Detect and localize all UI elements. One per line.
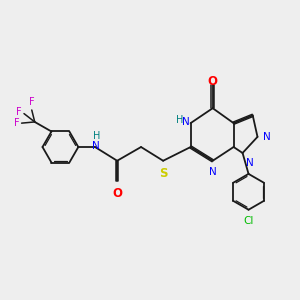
Text: H: H xyxy=(93,131,100,141)
Text: N: N xyxy=(209,167,217,177)
Text: O: O xyxy=(112,187,122,200)
Text: Cl: Cl xyxy=(243,216,254,226)
Text: O: O xyxy=(208,75,218,88)
Text: S: S xyxy=(159,167,167,180)
Text: N: N xyxy=(246,158,253,168)
Text: F: F xyxy=(29,97,34,107)
Text: N: N xyxy=(182,117,189,127)
Text: N: N xyxy=(92,141,100,151)
Text: F: F xyxy=(14,118,19,128)
Text: N: N xyxy=(263,132,271,142)
Text: H: H xyxy=(176,115,183,125)
Text: F: F xyxy=(16,107,22,117)
